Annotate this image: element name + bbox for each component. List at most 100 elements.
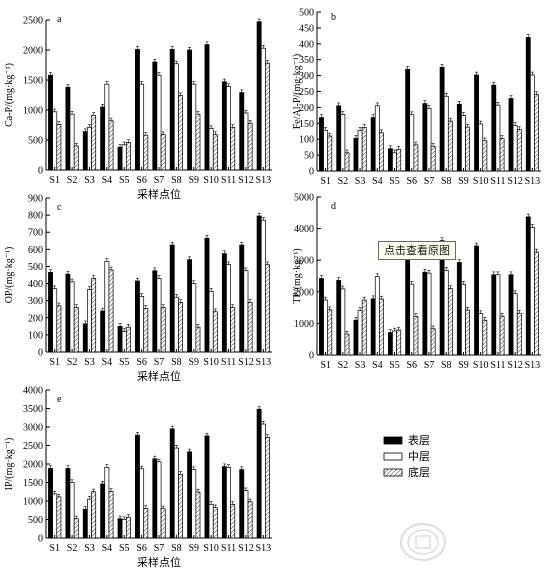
bar-surface-s13: [525, 216, 531, 356]
bar-surface-s5: [387, 148, 393, 172]
bar-bottom-s8: [447, 288, 453, 356]
bar-middle-s2: [69, 113, 75, 171]
bar-bottom-s9: [195, 326, 201, 353]
legend-swatch-bottom: [383, 468, 403, 477]
y-tick-label: 400: [299, 39, 314, 50]
bar-bottom-s1: [327, 135, 333, 172]
bar-bottom-s12: [247, 302, 253, 353]
bar-bottom-s6: [143, 508, 149, 539]
bar-bottom-s1: [56, 305, 62, 353]
bar-surface-s8: [439, 66, 445, 172]
bar-middle-s7: [156, 461, 162, 539]
bar-middle-s3: [87, 289, 92, 353]
x-tick-label-s9: S9: [458, 360, 469, 371]
bar-surface-s11: [221, 81, 227, 171]
bar-bottom-s5: [396, 149, 402, 172]
bar-bottom-s3: [91, 491, 97, 539]
x-tick-label-s13: S13: [525, 360, 541, 371]
bar-middle-s12: [243, 490, 249, 539]
x-tick-label-s3: S3: [84, 357, 95, 368]
bar-middle-s1: [323, 129, 329, 172]
bar-surface-s7: [152, 270, 158, 353]
x-tick-label-s8: S8: [441, 360, 452, 371]
x-tick-label-s8: S8: [171, 175, 182, 186]
legend-label-bottom: 底层: [408, 465, 430, 479]
view-original-tooltip[interactable]: 点击查看原图: [378, 241, 456, 260]
bar-middle-s10: [208, 128, 214, 171]
bar-surface-s2: [65, 86, 71, 171]
bar-bottom-s11: [499, 315, 505, 356]
chart-panel-b: 0 50 100 150 200 250 300 350 400 450 500 S1 S2 S3 S4 S5…: [292, 8, 541, 187]
bar-bottom-s9: [195, 113, 201, 171]
bar-middle-s13: [260, 423, 266, 539]
x-tick-label-s6: S6: [406, 360, 417, 371]
bar-middle-s7: [426, 272, 432, 356]
bar-surface-s6: [135, 280, 140, 353]
bar-middle-s13: [529, 226, 535, 356]
bar-surface-s4: [100, 483, 106, 539]
y-tick-label: 200: [28, 313, 43, 324]
x-tick-label-s13: S13: [525, 176, 541, 187]
x-tick-label-s5: S5: [119, 543, 130, 554]
y-axis-title: TP/(mg·kg⁻¹): [292, 248, 303, 304]
bar-surface-s11: [221, 253, 227, 353]
bar-middle-s9: [461, 114, 466, 172]
x-tick-label-s1: S1: [49, 357, 60, 368]
x-tick-label-s13: S13: [256, 543, 272, 554]
x-tick-label-s8: S8: [171, 357, 182, 368]
y-tick-label: 3000: [294, 256, 314, 267]
bar-middle-s12: [243, 112, 249, 171]
y-tick-label: 50: [304, 151, 314, 162]
y-tick-label: 300: [28, 296, 43, 307]
bar-middle-s10: [478, 313, 484, 356]
bar-surface-s9: [456, 103, 462, 172]
y-tick-label: 2500: [23, 441, 43, 452]
x-tick-label-s3: S3: [355, 360, 366, 371]
bar-surface-s2: [336, 105, 342, 172]
bar-middle-s13: [260, 219, 266, 353]
bar-surface-s4: [100, 310, 106, 353]
bar-bottom-s1: [327, 309, 333, 356]
bar-surface-s13: [256, 21, 262, 171]
bar-bottom-s4: [108, 491, 114, 539]
chart-panel-a: 0 500 1000 1500 2000 2500 S1 S2 S3 S4 S5 S6 S7 S8 S9 S1…: [4, 14, 272, 201]
bar-middle-s13: [529, 74, 535, 172]
bar-bottom-s10: [212, 311, 218, 353]
bar-bottom-s4: [379, 132, 384, 172]
bar-middle-s12: [243, 270, 249, 353]
bar-middle-s9: [191, 283, 197, 353]
bar-middle-s3: [357, 129, 363, 172]
bar-middle-s8: [443, 95, 449, 172]
y-tick-label: 600: [28, 245, 43, 256]
bar-middle-s6: [409, 283, 415, 356]
bar-surface-s12: [508, 98, 514, 172]
y-tick-label: 0: [38, 348, 43, 359]
x-tick-label-s7: S7: [424, 176, 435, 187]
bar-bottom-s9: [195, 491, 201, 539]
y-tick-label: 0: [309, 351, 314, 362]
x-tick-label-s13: S13: [256, 357, 272, 368]
legend-swatch-surface: [383, 436, 403, 445]
bar-surface-s11: [491, 84, 497, 172]
x-tick-label-s1: S1: [320, 360, 331, 371]
bar-middle-s8: [173, 63, 179, 171]
x-tick-label-s12: S12: [238, 357, 254, 368]
bar-middle-s1: [52, 288, 58, 353]
y-axis-title: Ca-P/(mg·kg⁻¹): [4, 63, 15, 127]
x-tick-label-s4: S4: [372, 360, 383, 371]
x-tick-label-s4: S4: [102, 543, 113, 554]
bar-surface-s4: [370, 117, 376, 172]
bar-surface-s2: [65, 468, 71, 539]
bar-middle-s13: [260, 47, 266, 171]
x-tick-label-s5: S5: [389, 360, 400, 371]
bar-middle-s2: [340, 288, 346, 356]
x-tick-label-s1: S1: [320, 176, 331, 187]
panel-letter: d: [331, 201, 336, 212]
bar-middle-s11: [495, 274, 501, 356]
bar-bottom-s2: [73, 307, 79, 353]
bar-bottom-s12: [516, 312, 522, 356]
bar-surface-s10: [474, 245, 479, 356]
panel-letter: a: [57, 14, 62, 25]
chart-panel-e: 0 500 1000 1500 2000 2500 3000 3500 4000 S1 S2 S3 S4…: [4, 386, 272, 569]
y-tick-label: 900: [28, 194, 43, 205]
